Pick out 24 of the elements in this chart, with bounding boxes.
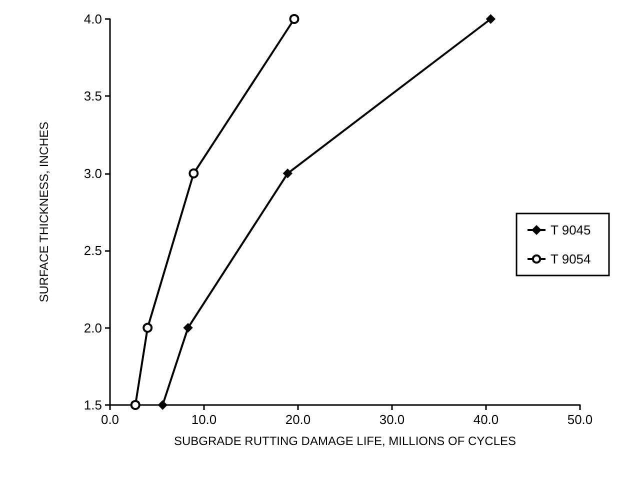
- y-axis-title: SURFACE THICKNESS, INCHES: [37, 122, 51, 302]
- point: [188, 168, 199, 178]
- y-tick-label: 2.0: [84, 320, 102, 336]
- point: [130, 400, 140, 410]
- x-tick-label: 50.0: [567, 412, 593, 427]
- x-tick-label: 40.0: [473, 412, 499, 427]
- point: [486, 14, 496, 24]
- point: [183, 323, 193, 332]
- y-tick-label: 2.5: [84, 243, 102, 258]
- y-tick-label: 4.0: [84, 12, 102, 26]
- y-tick-label: 3.0: [84, 166, 102, 181]
- y-tick-label: 1.5: [84, 398, 102, 412]
- x-axis-title: SUBGRADE RUTTING DAMAGE LIFE, MILLIONS OF CYCLES: [174, 434, 516, 448]
- point: [283, 168, 292, 178]
- x-tick-label: 30.0: [379, 412, 405, 427]
- legend-label: T 9054: [550, 252, 591, 266]
- x-tick-label: 10.0: [191, 412, 217, 427]
- x-tick-label: 20.0: [285, 412, 311, 427]
- y-tick-label: 3.5: [84, 88, 102, 104]
- point: [158, 400, 168, 410]
- legend-label: T 9045: [550, 222, 591, 238]
- point: [142, 322, 153, 333]
- point: [289, 14, 300, 24]
- x-tick-label: 0.0: [100, 412, 120, 427]
